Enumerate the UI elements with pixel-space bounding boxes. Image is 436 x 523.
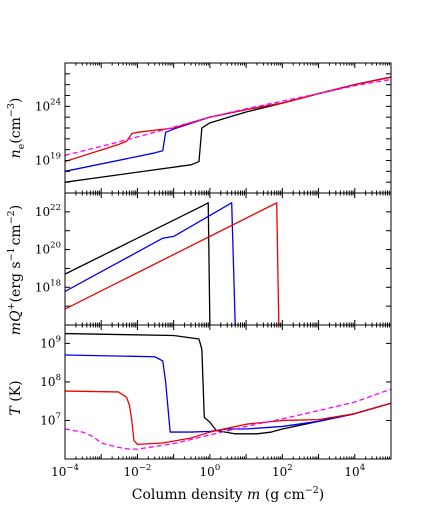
x-tick-label-1: 10−4: [51, 463, 79, 479]
x-tick-label-5-base: 10: [344, 465, 359, 479]
panel-3-frame: [64, 324, 392, 460]
x-tick-label-2: 10−2: [124, 463, 152, 479]
x-axis-label-close: ): [319, 487, 324, 503]
panel-3-ylabel-var: T: [8, 405, 24, 416]
x-tick-label-3-base: 10: [200, 465, 215, 479]
panel-2-ylabel-close: ): [8, 205, 24, 210]
panel-1-y-tick-label-1: 1019: [35, 152, 61, 168]
panel-2-series-2: [65, 202, 236, 325]
panel-3-series-2: [65, 354, 391, 433]
panel-2-y-tick-label-3: 1022: [35, 203, 61, 219]
panel-3-y-tick-label-3-exp: 9: [56, 334, 61, 344]
x-axis-label-var: m: [247, 487, 260, 503]
x-axis-label: Column density m (g cm−2): [132, 485, 325, 503]
panel-1-y-tick-label-1-exp: 19: [50, 152, 61, 162]
panel-1-ylabel-unit: (cm: [8, 117, 24, 144]
panel-2-y-axis-label: mQ+(erg s−1 cm−2): [6, 205, 24, 335]
panel-1-y-tick-label-2-exp: 24: [50, 97, 61, 107]
panel-3-y-axis-label: T (K): [8, 380, 24, 415]
panel-2-frame: [64, 192, 392, 326]
x-tick-label-2-base: 10: [124, 465, 139, 479]
x-axis-label-text: Column density: [132, 487, 247, 503]
panel-1-series-group: [65, 76, 391, 183]
panel-1-ylabel-sub: e: [16, 143, 27, 149]
x-tick-label-5: 104: [344, 463, 365, 479]
panel-3-y-tick-label-2-base: 10: [40, 375, 55, 389]
x-tick-label-1-base: 10: [51, 465, 66, 479]
panel-2-series-3: [65, 202, 280, 325]
panel-1-frame: [64, 62, 392, 194]
panel-1-y-tick-label-1-base: 10: [35, 154, 50, 168]
x-tick-label-3: 100: [200, 463, 221, 479]
panel-1-y-tick-label-2-base: 10: [35, 99, 50, 113]
x-tick-label-4: 102: [272, 463, 293, 479]
panel-3-y-tick-label-3: 109: [40, 334, 61, 350]
x-tick-label-1-exp: −4: [66, 463, 79, 473]
panel-3-y-tick-label-3-base: 10: [40, 336, 55, 350]
panel-2-ylabel-exp1: −1: [6, 247, 17, 261]
panel-1-y-axis-label: ne(cm−3): [6, 98, 27, 159]
panel-2-y-tick-label-3-base: 10: [35, 205, 50, 219]
panel-3-y-tick-label-2-exp: 8: [56, 373, 61, 383]
x-tick-label-3-exp: 0: [215, 463, 220, 473]
panel-3-y-tick-label-1-exp: 7: [56, 411, 61, 421]
panel-3-y-tick-label-1: 107: [40, 411, 61, 427]
panel-1-series-2: [65, 76, 391, 172]
panel-2-y-tick-label-1-exp: 18: [50, 278, 61, 288]
panel-1-ylabel-var: n: [8, 149, 24, 158]
panel-1-series-4: [65, 78, 391, 156]
panel-2-ylabel-sup: +: [6, 302, 17, 310]
panel-2-y-tick-label-2-base: 10: [35, 243, 50, 257]
panel-2-y-tick-label-2: 1020: [35, 241, 61, 257]
panel-3-series-1: [65, 332, 391, 435]
panel-2-y-tick-label-1: 1018: [35, 278, 61, 294]
x-tick-label-4-exp: 2: [287, 463, 292, 473]
panel-2-series-1: [65, 202, 211, 325]
x-axis-label-unit: (g cm: [260, 487, 304, 503]
panel-2-ylabel-var: mQ: [8, 310, 24, 335]
x-tick-label-4-base: 10: [272, 465, 287, 479]
panel-3-series-group: [65, 332, 391, 450]
panel-1-series-3: [65, 76, 391, 163]
panel-1-y-tick-label-2: 1024: [35, 97, 61, 113]
panel-3-y-tick-label-2: 108: [40, 373, 61, 389]
panel-2-ylabel-unit: (erg s: [8, 261, 24, 302]
x-axis-label-exp: −2: [305, 485, 319, 496]
panel-2-ylabel-unit2: cm: [8, 224, 24, 245]
panel-2-y-tick-label-3-exp: 22: [50, 203, 61, 213]
x-tick-label-5-exp: 4: [360, 463, 365, 473]
panel-1-ylabel-exp: −3: [6, 103, 17, 117]
panel-1-series-1: [65, 76, 391, 183]
panel-2-ylabel-exp2: −2: [6, 210, 17, 224]
panel-2-y-tick-label-1-base: 10: [35, 280, 50, 294]
panel-3-ylabel-unit: (K): [8, 380, 24, 406]
panel-3-y-tick-label-1-base: 10: [40, 413, 55, 427]
panel-2-series-group: [65, 202, 280, 325]
panel-2-y-tick-label-2-exp: 20: [50, 241, 61, 251]
panel-3-series-3: [65, 390, 391, 446]
panel-1-ylabel-close: ): [8, 98, 24, 103]
panel-3-series-4: [65, 388, 391, 450]
x-tick-label-2-exp: −2: [139, 463, 152, 473]
